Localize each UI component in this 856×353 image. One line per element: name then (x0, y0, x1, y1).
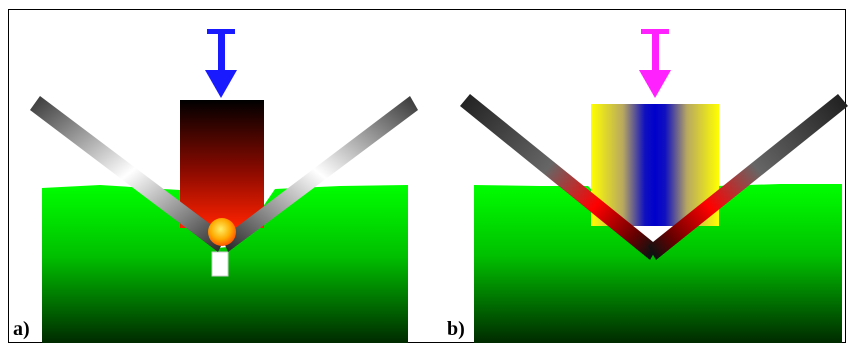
force-arrow-b (639, 29, 671, 98)
punch-b (591, 104, 719, 226)
sheet-a-right (222, 96, 418, 252)
sheet-b-left (460, 94, 658, 260)
panel-a (30, 29, 418, 343)
panel-a-label: a) (13, 318, 30, 340)
force-arrow-a (205, 29, 237, 98)
panel-b-label: b) (447, 318, 465, 340)
hot-spot (208, 218, 236, 246)
panel-b (460, 29, 848, 343)
punch-a (180, 100, 264, 228)
die-b (474, 184, 842, 343)
bend-gap (634, 226, 676, 246)
die-a-slot (211, 251, 229, 277)
sheet-a-left (30, 96, 226, 252)
sheet-b-right (648, 94, 848, 260)
